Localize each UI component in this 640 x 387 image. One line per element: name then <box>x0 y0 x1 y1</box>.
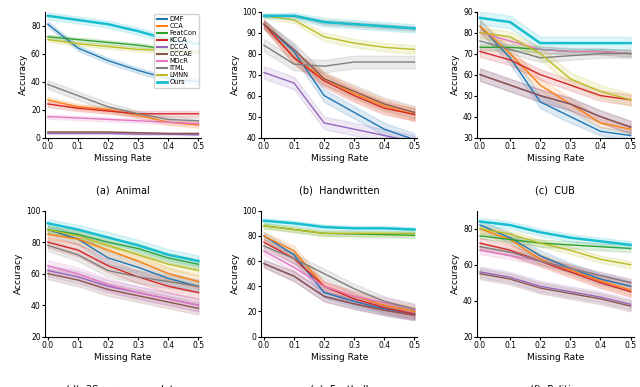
X-axis label: Missing Rate: Missing Rate <box>95 154 152 163</box>
Text: (b)  Handwritten: (b) Handwritten <box>299 185 380 195</box>
X-axis label: Missing Rate: Missing Rate <box>310 154 368 163</box>
Y-axis label: Accuracy: Accuracy <box>14 253 23 295</box>
Text: (f)  Politics: (f) Politics <box>530 385 581 387</box>
Y-axis label: Accuracy: Accuracy <box>451 253 460 295</box>
X-axis label: Missing Rate: Missing Rate <box>310 353 368 361</box>
X-axis label: Missing Rate: Missing Rate <box>527 353 584 361</box>
Y-axis label: Accuracy: Accuracy <box>19 54 28 95</box>
Text: (a)  Animal: (a) Animal <box>96 185 150 195</box>
Text: (e)  Football: (e) Football <box>310 385 369 387</box>
Legend: DMF, CCA, FeatCon, KCCA, DCCA, DCCAE, MDcR, ITML, LMNN, Ours: DMF, CCA, FeatCon, KCCA, DCCA, DCCAE, MD… <box>154 14 200 88</box>
Y-axis label: Accuracy: Accuracy <box>451 54 460 95</box>
X-axis label: Missing Rate: Missing Rate <box>95 353 152 361</box>
Y-axis label: Accuracy: Accuracy <box>230 54 239 95</box>
X-axis label: Missing Rate: Missing Rate <box>527 154 584 163</box>
Text: (d)  3Sources-complete: (d) 3Sources-complete <box>66 385 180 387</box>
Y-axis label: Accuracy: Accuracy <box>230 253 239 295</box>
Text: (c)  CUB: (c) CUB <box>536 185 575 195</box>
